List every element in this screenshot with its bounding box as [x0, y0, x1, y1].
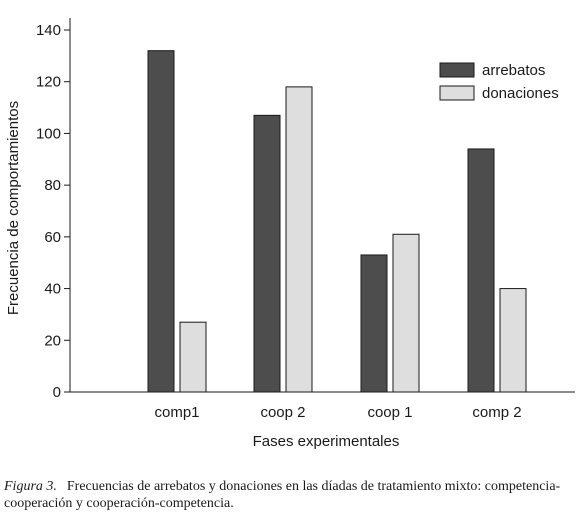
bar-arrebatos-4: [467, 148, 495, 393]
bar-arrebatos-1: [147, 50, 175, 393]
y-tick-label: 120: [36, 74, 61, 91]
bar-arrebatos-3: [360, 254, 388, 393]
bars: [147, 50, 527, 393]
y-tick-label: 40: [44, 281, 61, 298]
x-tick-label: coop 2: [260, 404, 305, 421]
y-tick-label: 0: [53, 384, 61, 401]
bar-donaciones-2: [285, 86, 313, 393]
y-tick-label: 60: [44, 229, 61, 246]
figure-caption: Figura 3. Frecuencias de arrebatos y dona…: [4, 478, 572, 512]
bar-donaciones-4: [499, 288, 527, 393]
y-tick-label: 100: [36, 125, 61, 142]
caption-text: Frecuencias de arrebatos y donaciones en…: [4, 479, 561, 511]
x-tick-label: comp 2: [472, 404, 521, 421]
x-axis-ticks: comp1 coop 2 coop 1 comp 2: [154, 404, 521, 421]
bar-arrebatos-2: [253, 114, 281, 393]
x-tick-label: coop 1: [367, 404, 412, 421]
x-axis-label: Fases experimentales: [253, 433, 400, 450]
legend-label-arrebatos: arrebatos: [482, 62, 545, 79]
y-tick-label: 20: [44, 332, 61, 349]
figure-label: Figura 3.: [4, 479, 57, 494]
bar-donaciones-3: [392, 233, 420, 393]
y-tick-label: 140: [36, 22, 61, 39]
bar-donaciones-1: [179, 321, 207, 393]
y-axis-ticks: 0 20 40 60 80 100 120 140: [36, 22, 70, 401]
y-tick-label: 80: [44, 177, 61, 194]
y-axis-label: Frecuencia de comportamientos: [5, 101, 22, 315]
x-tick-label: comp1: [154, 404, 199, 421]
legend-swatch-donaciones: [439, 85, 475, 101]
legend-label-donaciones: donaciones: [482, 85, 559, 102]
legend-swatch-arrebatos: [439, 62, 475, 78]
legend: arrebatos donaciones: [439, 62, 559, 102]
